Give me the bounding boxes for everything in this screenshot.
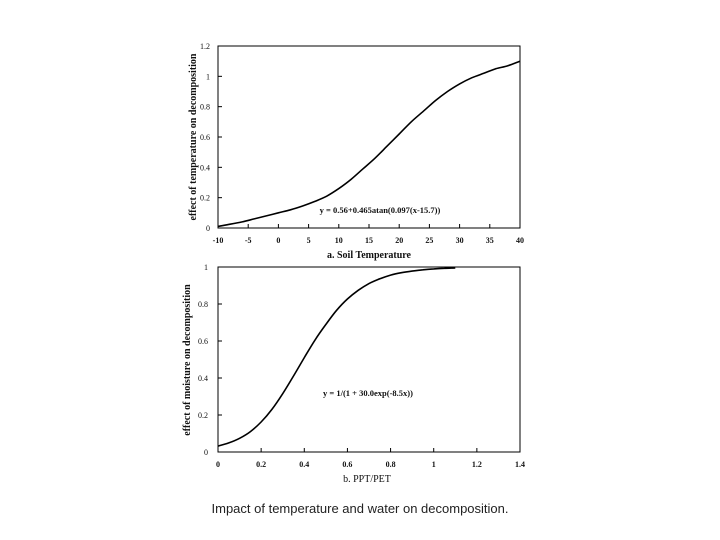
- temperature-y-tick-label: 0.4: [200, 163, 210, 172]
- moisture-equation: y = 1/(1 + 30.0exp(-8.5x)): [323, 388, 413, 398]
- moisture-x-tick-label: 0.4: [299, 460, 309, 469]
- temperature-x-tick-label: 40: [516, 236, 524, 245]
- moisture-y-tick-label: 0.6: [198, 337, 208, 346]
- temperature-y-axis-label: effect of temperature on decomposition: [188, 53, 199, 220]
- temperature-x-tick-label: 5: [307, 236, 311, 245]
- moisture-y-ticks: 0 0.2 0.4 0.6 0.8 1: [198, 263, 222, 457]
- moisture-y-tick-label: 0.8: [198, 300, 208, 309]
- temperature-x-ticks: -10 -5 0 5 10 15 20 25 30 35 40: [213, 224, 524, 245]
- temperature-x-axis-label: a. Soil Temperature: [327, 250, 412, 261]
- temperature-x-tick-label: -5: [245, 236, 252, 245]
- moisture-effect-curve: [217, 267, 456, 447]
- moisture-y-axis-label: effect of moisture on decomposition: [182, 284, 193, 436]
- temperature-x-tick-label: -10: [213, 236, 224, 245]
- moisture-y-tick-label: 1: [204, 263, 208, 272]
- moisture-x-ticks: 0 0.2 0.4 0.6 0.8 1 1.2 1.4: [216, 448, 525, 469]
- moisture-x-tick-label: 1.4: [515, 460, 525, 469]
- temperature-y-tick-label: 1: [206, 72, 210, 81]
- temperature-y-tick-label: 0.6: [200, 133, 210, 142]
- temperature-x-tick-label: 35: [486, 236, 494, 245]
- moisture-x-tick-label: 1: [432, 460, 436, 469]
- temperature-x-tick-label: 15: [365, 236, 373, 245]
- moisture-x-tick-label: 0: [216, 460, 220, 469]
- moisture-effect-chart: 0 0.2 0.4 0.6 0.8 1 0 0.2 0.4 0.6 0.8 1 1.2 1.4 y = …: [182, 263, 525, 485]
- moisture-x-axis-label: b. PPT/PET: [343, 474, 391, 485]
- moisture-y-tick-label: 0.2: [198, 411, 208, 420]
- temperature-x-tick-label: 10: [335, 236, 343, 245]
- temperature-equation: y = 0.56+0.465atan(0.097(x-15.7)): [320, 205, 441, 215]
- temperature-x-tick-label: 20: [395, 236, 403, 245]
- moisture-plot-frame: [217, 266, 521, 453]
- moisture-x-tick-label: 1.2: [472, 460, 482, 469]
- moisture-y-tick-label: 0: [204, 448, 208, 457]
- temperature-x-tick-label: 0: [276, 236, 280, 245]
- moisture-x-tick-label: 0.8: [386, 460, 396, 469]
- temperature-effect-chart: 00.20.40.60.811.2 -10 -5 0 5 10 15 20 25 30 35 40 …: [188, 42, 524, 261]
- moisture-x-tick-label: 0.6: [342, 460, 352, 469]
- temperature-y-tick-label: 0.2: [200, 194, 210, 203]
- temperature-effect-curve: [217, 60, 521, 228]
- moisture-x-tick-label: 0.2: [256, 460, 266, 469]
- temperature-plot-frame: [217, 45, 521, 229]
- temperature-y-tick-label: 0: [206, 224, 210, 233]
- temperature-x-tick-label: 25: [425, 236, 433, 245]
- figure-caption: Impact of temperature and water on decom…: [211, 501, 509, 516]
- temperature-x-tick-label: 30: [456, 236, 464, 245]
- temperature-y-tick-label: 1.2: [200, 42, 210, 51]
- temperature-y-ticks: 0 0.2 0.4 0.6 0.8 1 1.2: [200, 42, 222, 233]
- moisture-y-tick-label: 0.4: [198, 374, 208, 383]
- temperature-y-tick-label: 0.8: [200, 103, 210, 112]
